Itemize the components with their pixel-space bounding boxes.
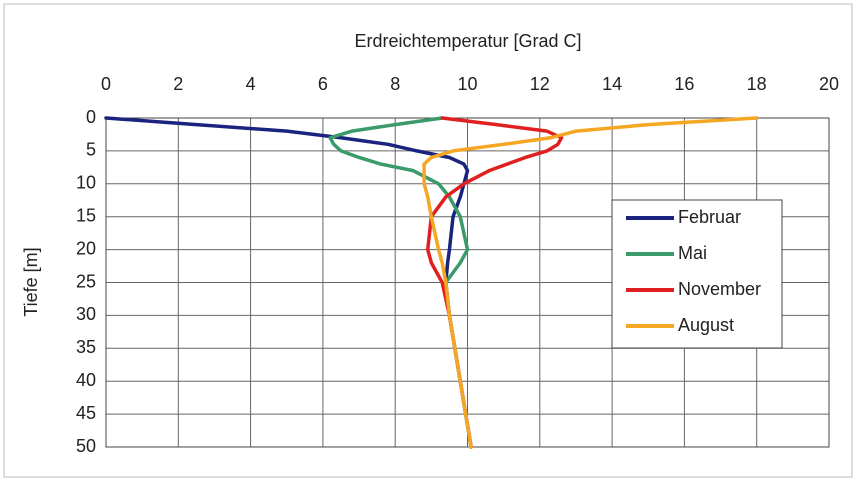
plot-border: [105, 117, 830, 448]
x-tick-label: 14: [602, 74, 622, 94]
x-tick-label: 12: [530, 74, 550, 94]
x-tick-label: 2: [173, 74, 183, 94]
y-tick-label: 5: [86, 140, 96, 160]
y-axis-label: Tiefe [m]: [21, 247, 41, 316]
y-tick-label: 45: [76, 403, 96, 423]
legend-box: [611, 199, 783, 349]
y-tick-label: 15: [76, 205, 96, 225]
y-tick-label: 10: [76, 173, 96, 193]
legend-label: August: [678, 315, 734, 335]
legend-label: Mai: [678, 243, 707, 263]
y-tick-label: 0: [86, 107, 96, 127]
y-tick-label: 30: [76, 304, 96, 324]
legend-label: Februar: [678, 207, 741, 227]
y-tick-label: 35: [76, 337, 96, 357]
x-axis-label: Erdreichtemperatur [Grad C]: [354, 31, 581, 51]
series-line: [422, 116, 759, 449]
x-tick-label: 8: [390, 74, 400, 94]
legend-label: November: [678, 279, 761, 299]
y-tick-label: 25: [76, 271, 96, 291]
x-tick-label: 18: [747, 74, 767, 94]
x-tick-label: 4: [246, 74, 256, 94]
x-tick-label: 10: [457, 74, 477, 94]
x-tick-label: 0: [101, 74, 111, 94]
y-tick-label: 40: [76, 370, 96, 390]
x-tick-label: 6: [318, 74, 328, 94]
y-tick-label: 50: [76, 436, 96, 456]
y-tick-label: 20: [76, 238, 96, 258]
x-tick-label: 16: [674, 74, 694, 94]
x-tick-label: 20: [819, 74, 839, 94]
